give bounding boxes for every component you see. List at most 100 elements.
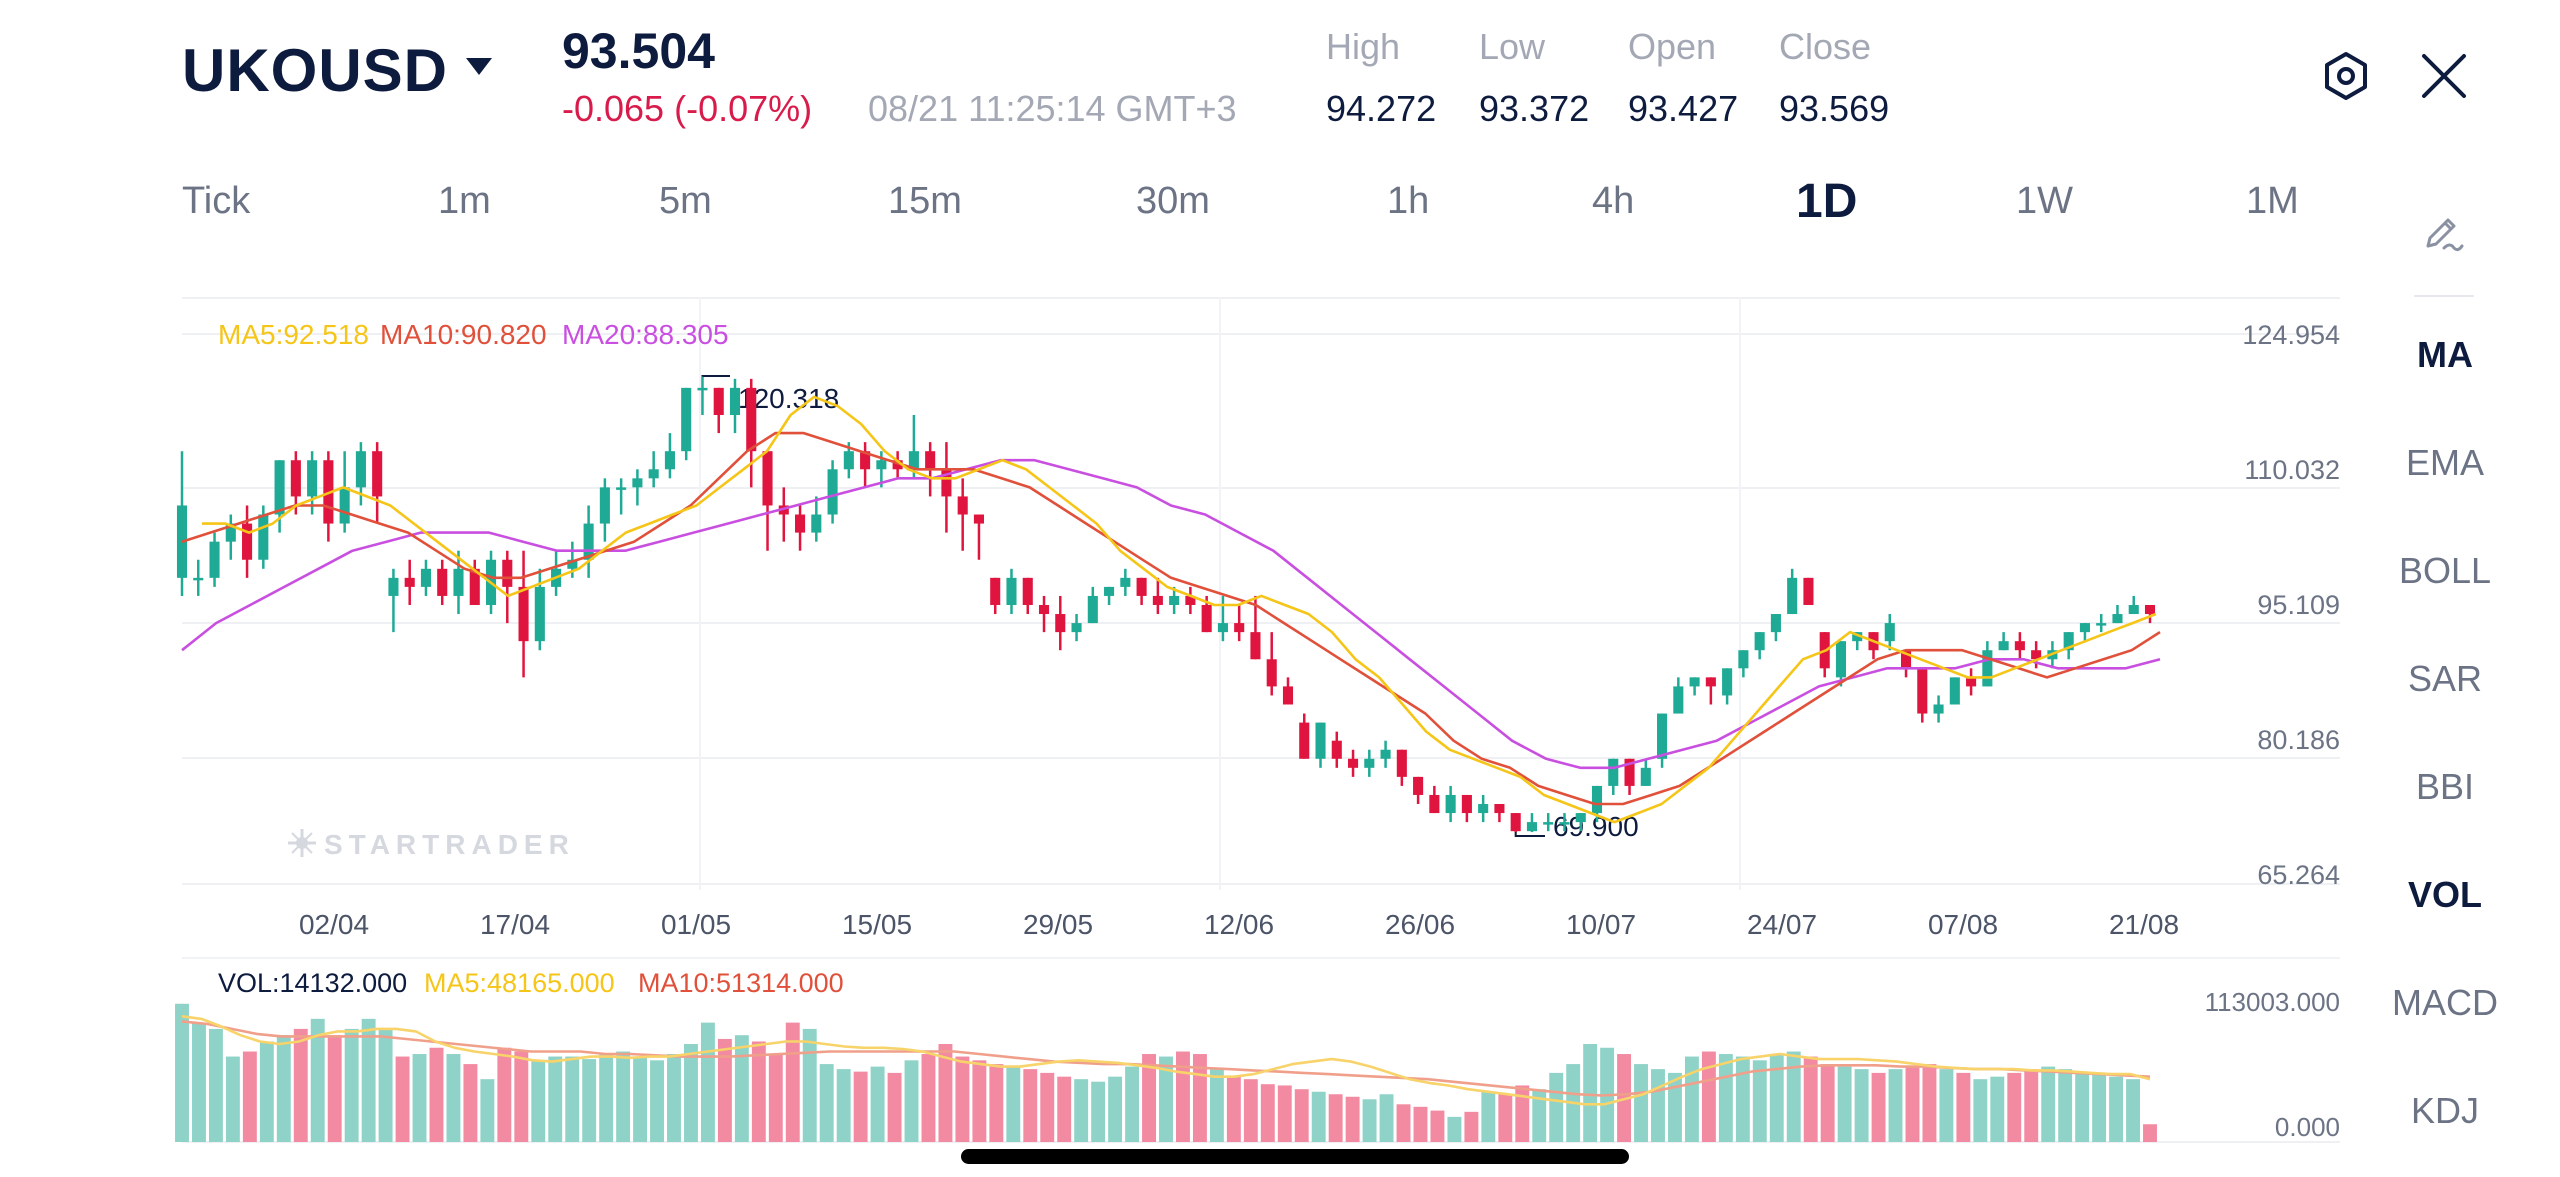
candle-body	[860, 451, 871, 470]
volume-bar	[972, 1060, 987, 1142]
tab-4h[interactable]: 4h	[1592, 180, 1635, 222]
symbol-name[interactable]: UKOUSD	[182, 37, 449, 104]
candle-body	[355, 451, 366, 488]
volume-bar	[717, 1038, 732, 1142]
candle-body	[1494, 804, 1505, 814]
volume-bar	[1735, 1056, 1750, 1142]
hexagon-settings-icon[interactable]	[2318, 48, 2374, 104]
y-tick-label: 110.032	[2244, 455, 2340, 485]
indicator-sar[interactable]: SAR	[2407, 658, 2483, 699]
tab-1d[interactable]: 1D	[1796, 175, 1858, 228]
y-tick-label: 95.109	[2257, 590, 2340, 620]
indicator-kdj[interactable]: KDJ	[2410, 1090, 2479, 1131]
pencil-draw-icon[interactable]	[2418, 208, 2466, 256]
close-icon[interactable]	[2416, 48, 2472, 104]
volume-bar	[412, 1054, 427, 1142]
x-tick-label: 29/05	[1023, 909, 1093, 940]
indicator-macd[interactable]: MACD	[2392, 982, 2498, 1023]
min-annotation-leader	[1514, 832, 1545, 838]
volume-bar	[1803, 1056, 1818, 1142]
candle-body	[1087, 595, 1098, 624]
tab-30m[interactable]: 30m	[1136, 180, 1210, 222]
candle-body	[242, 523, 253, 560]
volume-bar	[1651, 1069, 1665, 1142]
candle-body	[1591, 785, 1603, 814]
volume-bar	[904, 1060, 919, 1142]
volume-bar	[1260, 1084, 1275, 1142]
candle-body	[811, 514, 822, 533]
volume-bar	[327, 1035, 342, 1142]
volume-bar	[1905, 1066, 1920, 1142]
volume-bar	[1311, 1091, 1326, 1142]
volume-bar	[344, 1028, 359, 1142]
tab-5m[interactable]: 5m	[659, 180, 712, 222]
candle-body	[599, 487, 610, 524]
volume-bar	[1956, 1072, 1971, 1142]
caret-down-icon[interactable]	[466, 58, 492, 75]
candle-body	[1152, 595, 1163, 605]
candle-body	[209, 541, 220, 578]
volume-bar	[2007, 1072, 2022, 1142]
candle-body	[1640, 767, 1651, 786]
open-label: Open	[1628, 26, 1717, 67]
volume-bar	[1718, 1054, 1733, 1142]
candle-body	[193, 577, 204, 581]
indicator-vol[interactable]: VOL	[2407, 874, 2482, 915]
candle-body	[1917, 668, 1928, 714]
candle-body	[827, 469, 838, 515]
tab-1m[interactable]: 1m	[438, 180, 491, 222]
close-value: 93.569	[1779, 88, 1890, 129]
volume-bar	[1430, 1110, 1445, 1142]
indicator-boll[interactable]: BOLL	[2398, 550, 2492, 591]
candle-body	[1787, 577, 1798, 615]
volume-bar	[310, 1018, 325, 1142]
volume-bar	[955, 1056, 970, 1142]
tab-1h[interactable]: 1h	[1387, 180, 1430, 222]
volume-bar	[429, 1047, 444, 1142]
vol-ma10-line	[181, 1020, 2151, 1097]
candle-body	[762, 451, 773, 506]
candle-body	[1038, 604, 1050, 615]
tab-15m[interactable]: 15m	[888, 180, 962, 222]
indicator-ma[interactable]: MA	[2417, 334, 2473, 375]
candle-body	[1461, 794, 1472, 814]
x-tick-label: 02/04	[299, 909, 369, 940]
volume-bar	[276, 1035, 291, 1142]
volume-bar	[1498, 1094, 1513, 1142]
x-tick-label: 01/05	[661, 909, 731, 940]
candle-body	[746, 387, 757, 452]
candle-body	[1510, 813, 1521, 832]
candle-body	[876, 460, 887, 470]
candle-body	[1624, 758, 1635, 786]
candle-body	[1429, 794, 1440, 814]
candle-body	[1217, 623, 1228, 633]
candle-body	[404, 577, 415, 587]
indicator-ema[interactable]: EMA	[2405, 442, 2484, 483]
moving-average-lines	[181, 395, 2161, 824]
tab-tick[interactable]: Tick	[182, 180, 251, 222]
volume-bar	[700, 1022, 715, 1142]
candle-body	[1754, 632, 1765, 651]
candle-body	[1201, 604, 1212, 633]
volume-bar	[1176, 1051, 1190, 1142]
candle-body	[990, 577, 1001, 605]
tab-1w[interactable]: 1W	[2016, 180, 2073, 222]
volume-bar	[1515, 1085, 1530, 1142]
volume-bar	[1040, 1072, 1055, 1142]
vol-ma5-line	[181, 1015, 2151, 1106]
candle-body	[2014, 641, 2025, 651]
candle-body	[290, 460, 301, 497]
candle-body	[713, 387, 724, 416]
candle-body	[1770, 614, 1781, 633]
tab-1m-month[interactable]: 1M	[2246, 180, 2299, 222]
candle-body	[307, 460, 318, 497]
candle-body	[1852, 632, 1863, 642]
candle-body	[697, 387, 708, 391]
volume-bar	[836, 1069, 851, 1142]
indicator-bbi[interactable]: BBI	[2415, 766, 2475, 807]
volume-bar	[1379, 1094, 1394, 1142]
annotation-leaders	[701, 374, 1545, 838]
candle-body	[892, 460, 903, 470]
volume-bar	[734, 1035, 749, 1142]
